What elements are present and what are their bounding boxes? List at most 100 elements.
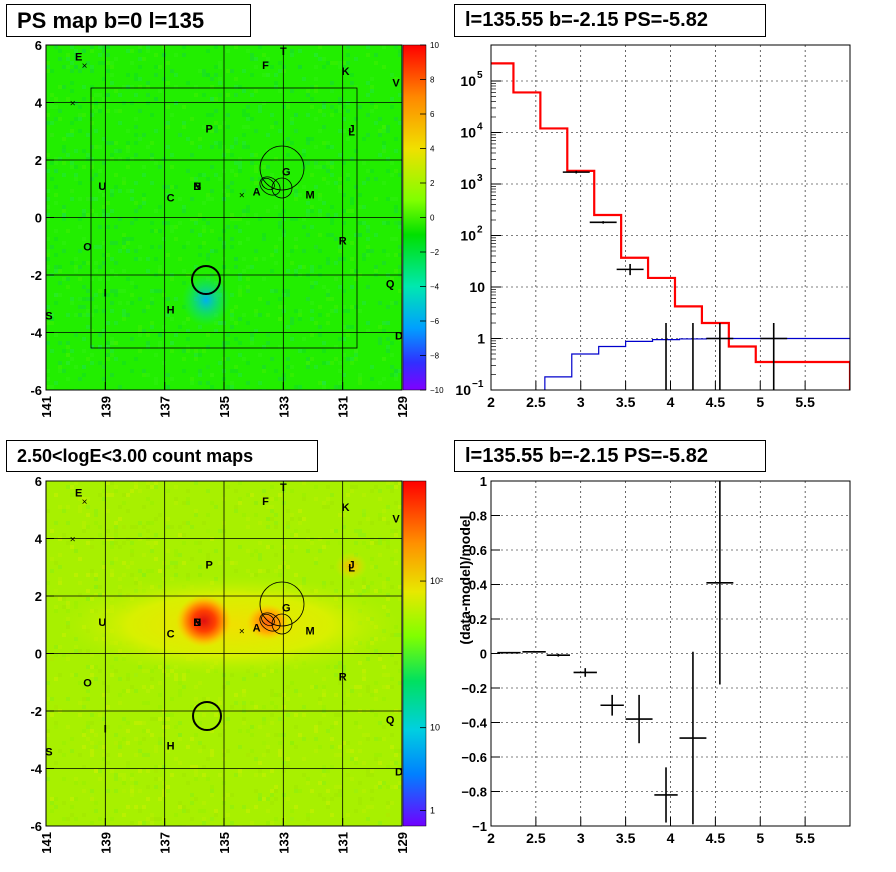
texture-pixel [186, 349, 190, 353]
texture-pixel [146, 333, 150, 337]
texture-pixel [106, 529, 110, 533]
texture-pixel [214, 129, 218, 133]
texture-pixel [82, 729, 86, 733]
texture-pixel [282, 141, 286, 145]
texture-pixel [282, 501, 286, 505]
texture-pixel [86, 133, 90, 137]
texture-pixel [314, 89, 318, 93]
texture-pixel [86, 681, 90, 685]
texture-pixel [98, 105, 102, 109]
texture-pixel [294, 129, 298, 133]
texture-pixel [314, 185, 318, 189]
texture-pixel [134, 73, 138, 77]
texture-pixel [58, 645, 62, 649]
texture-pixel [306, 357, 310, 361]
texture-pixel [338, 245, 342, 249]
texture-pixel [74, 649, 78, 653]
texture-pixel [162, 157, 166, 161]
texture-pixel [58, 109, 62, 113]
texture-pixel [46, 733, 50, 737]
texture-pixel [298, 509, 302, 513]
texture-pixel [390, 801, 394, 805]
texture-pixel [74, 817, 78, 821]
texture-pixel [46, 69, 50, 73]
texture-pixel [46, 681, 50, 685]
texture-pixel [206, 529, 210, 533]
texture-pixel [242, 313, 246, 317]
texture-pixel [386, 349, 390, 353]
texture-pixel [390, 761, 394, 765]
texture-pixel [390, 341, 394, 345]
texture-pixel [74, 313, 78, 317]
texture-pixel [354, 233, 358, 237]
texture-pixel [342, 665, 346, 669]
texture-pixel [86, 313, 90, 317]
texture-pixel [318, 197, 322, 201]
texture-pixel [378, 657, 382, 661]
texture-pixel [150, 325, 154, 329]
texture-pixel [326, 261, 330, 265]
texture-pixel [146, 669, 150, 673]
texture-pixel [350, 197, 354, 201]
texture-pixel [338, 513, 342, 517]
texture-pixel [78, 305, 82, 309]
texture-pixel [146, 769, 150, 773]
texture-pixel [110, 309, 114, 313]
texture-pixel [266, 57, 270, 61]
texture-pixel [250, 553, 254, 557]
texture-pixel [378, 781, 382, 785]
texture-pixel [378, 573, 382, 577]
texture-pixel [186, 137, 190, 141]
texture-pixel [110, 209, 114, 213]
colorbar-tick-label: 1 [430, 805, 435, 815]
texture-pixel [374, 565, 378, 569]
texture-pixel [282, 373, 286, 377]
texture-pixel [162, 77, 166, 81]
texture-pixel [310, 97, 314, 101]
texture-pixel [66, 57, 70, 61]
texture-pixel [270, 801, 274, 805]
texture-pixel [122, 85, 126, 89]
texture-pixel [242, 689, 246, 693]
texture-pixel [70, 61, 74, 65]
texture-pixel [158, 765, 162, 769]
texture-pixel [122, 525, 126, 529]
texture-pixel [338, 369, 342, 373]
texture-pixel [398, 669, 402, 673]
texture-pixel [274, 785, 278, 789]
texture-pixel [290, 533, 294, 537]
texture-pixel [58, 673, 62, 677]
texture-pixel [110, 493, 114, 497]
texture-pixel [386, 129, 390, 133]
texture-pixel [230, 385, 234, 389]
texture-pixel [386, 321, 390, 325]
x-tick-label: 137 [158, 832, 173, 854]
texture-pixel [378, 785, 382, 789]
texture-pixel [354, 185, 358, 189]
texture-pixel [290, 261, 294, 265]
texture-pixel [286, 509, 290, 513]
texture-pixel [134, 117, 138, 121]
texture-pixel [258, 353, 262, 357]
x-tick-label: 135 [217, 832, 232, 854]
texture-pixel [154, 765, 158, 769]
texture-pixel [70, 129, 74, 133]
texture-pixel [86, 213, 90, 217]
texture-pixel [186, 781, 190, 785]
texture-pixel [146, 569, 150, 573]
texture-pixel [86, 697, 90, 701]
texture-pixel [398, 785, 402, 789]
texture-pixel [82, 85, 86, 89]
texture-pixel [142, 201, 146, 205]
texture-pixel [202, 349, 206, 353]
texture-pixel [198, 573, 202, 577]
texture-pixel [90, 65, 94, 69]
texture-pixel [54, 653, 58, 657]
texture-pixel [154, 161, 158, 165]
texture-pixel [154, 817, 158, 821]
source-label-O: O [83, 241, 92, 253]
texture-pixel [194, 349, 198, 353]
texture-pixel [150, 153, 154, 157]
texture-pixel [310, 265, 314, 269]
texture-pixel [78, 581, 82, 585]
